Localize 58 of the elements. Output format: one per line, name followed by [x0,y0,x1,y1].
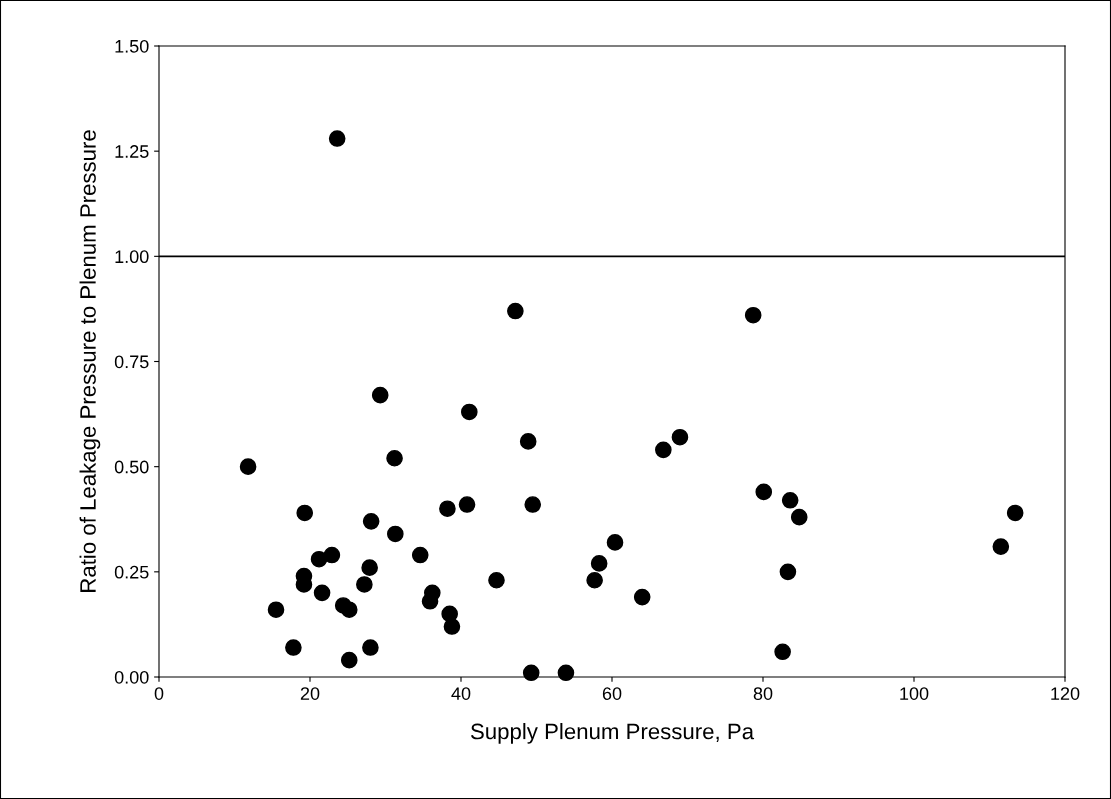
point [285,639,302,656]
point [239,458,257,475]
x-tick-label: 0 [154,687,164,700]
point [522,664,540,682]
y-tick-label: 1.00 [115,250,149,264]
point [267,601,285,618]
point [361,559,378,576]
point [362,513,380,530]
point [519,433,537,450]
point [362,639,379,656]
point [774,643,791,661]
y-tick-label: 0.25 [114,565,149,579]
point [1006,504,1024,522]
point [524,496,542,513]
point [371,386,389,404]
point [356,576,373,593]
point [755,483,773,501]
point [606,534,624,551]
x-tick-label: 80 [753,687,773,700]
point [507,302,524,320]
y-tick-label: 1.50 [115,39,149,53]
point [671,428,689,446]
point [340,651,358,669]
point [744,306,762,324]
point [779,563,797,581]
point [323,546,341,564]
y-axis-title: Ratio of Leakage Pressure to Plenum Pressure [79,130,101,592]
point [411,546,429,564]
point [790,508,808,526]
point [557,664,575,682]
y-tick-label: 0.00 [114,670,149,684]
x-tick-label: 120 [1051,687,1080,700]
point [992,538,1010,555]
point [340,601,358,618]
point [387,525,404,543]
point [633,588,651,606]
point [310,550,328,568]
point [296,504,314,522]
point [386,449,403,467]
point [586,571,603,589]
point [313,584,331,602]
point [590,555,608,572]
x-tick-label: 60 [602,687,622,700]
point [458,496,476,513]
point [655,441,672,459]
x-tick-label: 100 [900,687,929,700]
y-tick-label: 0.50 [114,460,149,474]
point [488,571,505,589]
x-tick-label: 40 [451,687,471,700]
point [328,130,346,147]
x-tick-label: 20 [300,687,320,700]
point [443,618,461,635]
point [461,403,478,421]
y-tick-label: 0.75 [114,355,149,369]
y-tick-label: 1.25 [115,145,149,158]
point [439,500,456,518]
x-axis-title: Supply Plenum Pressure, Pa [470,723,755,744]
point [781,492,799,509]
